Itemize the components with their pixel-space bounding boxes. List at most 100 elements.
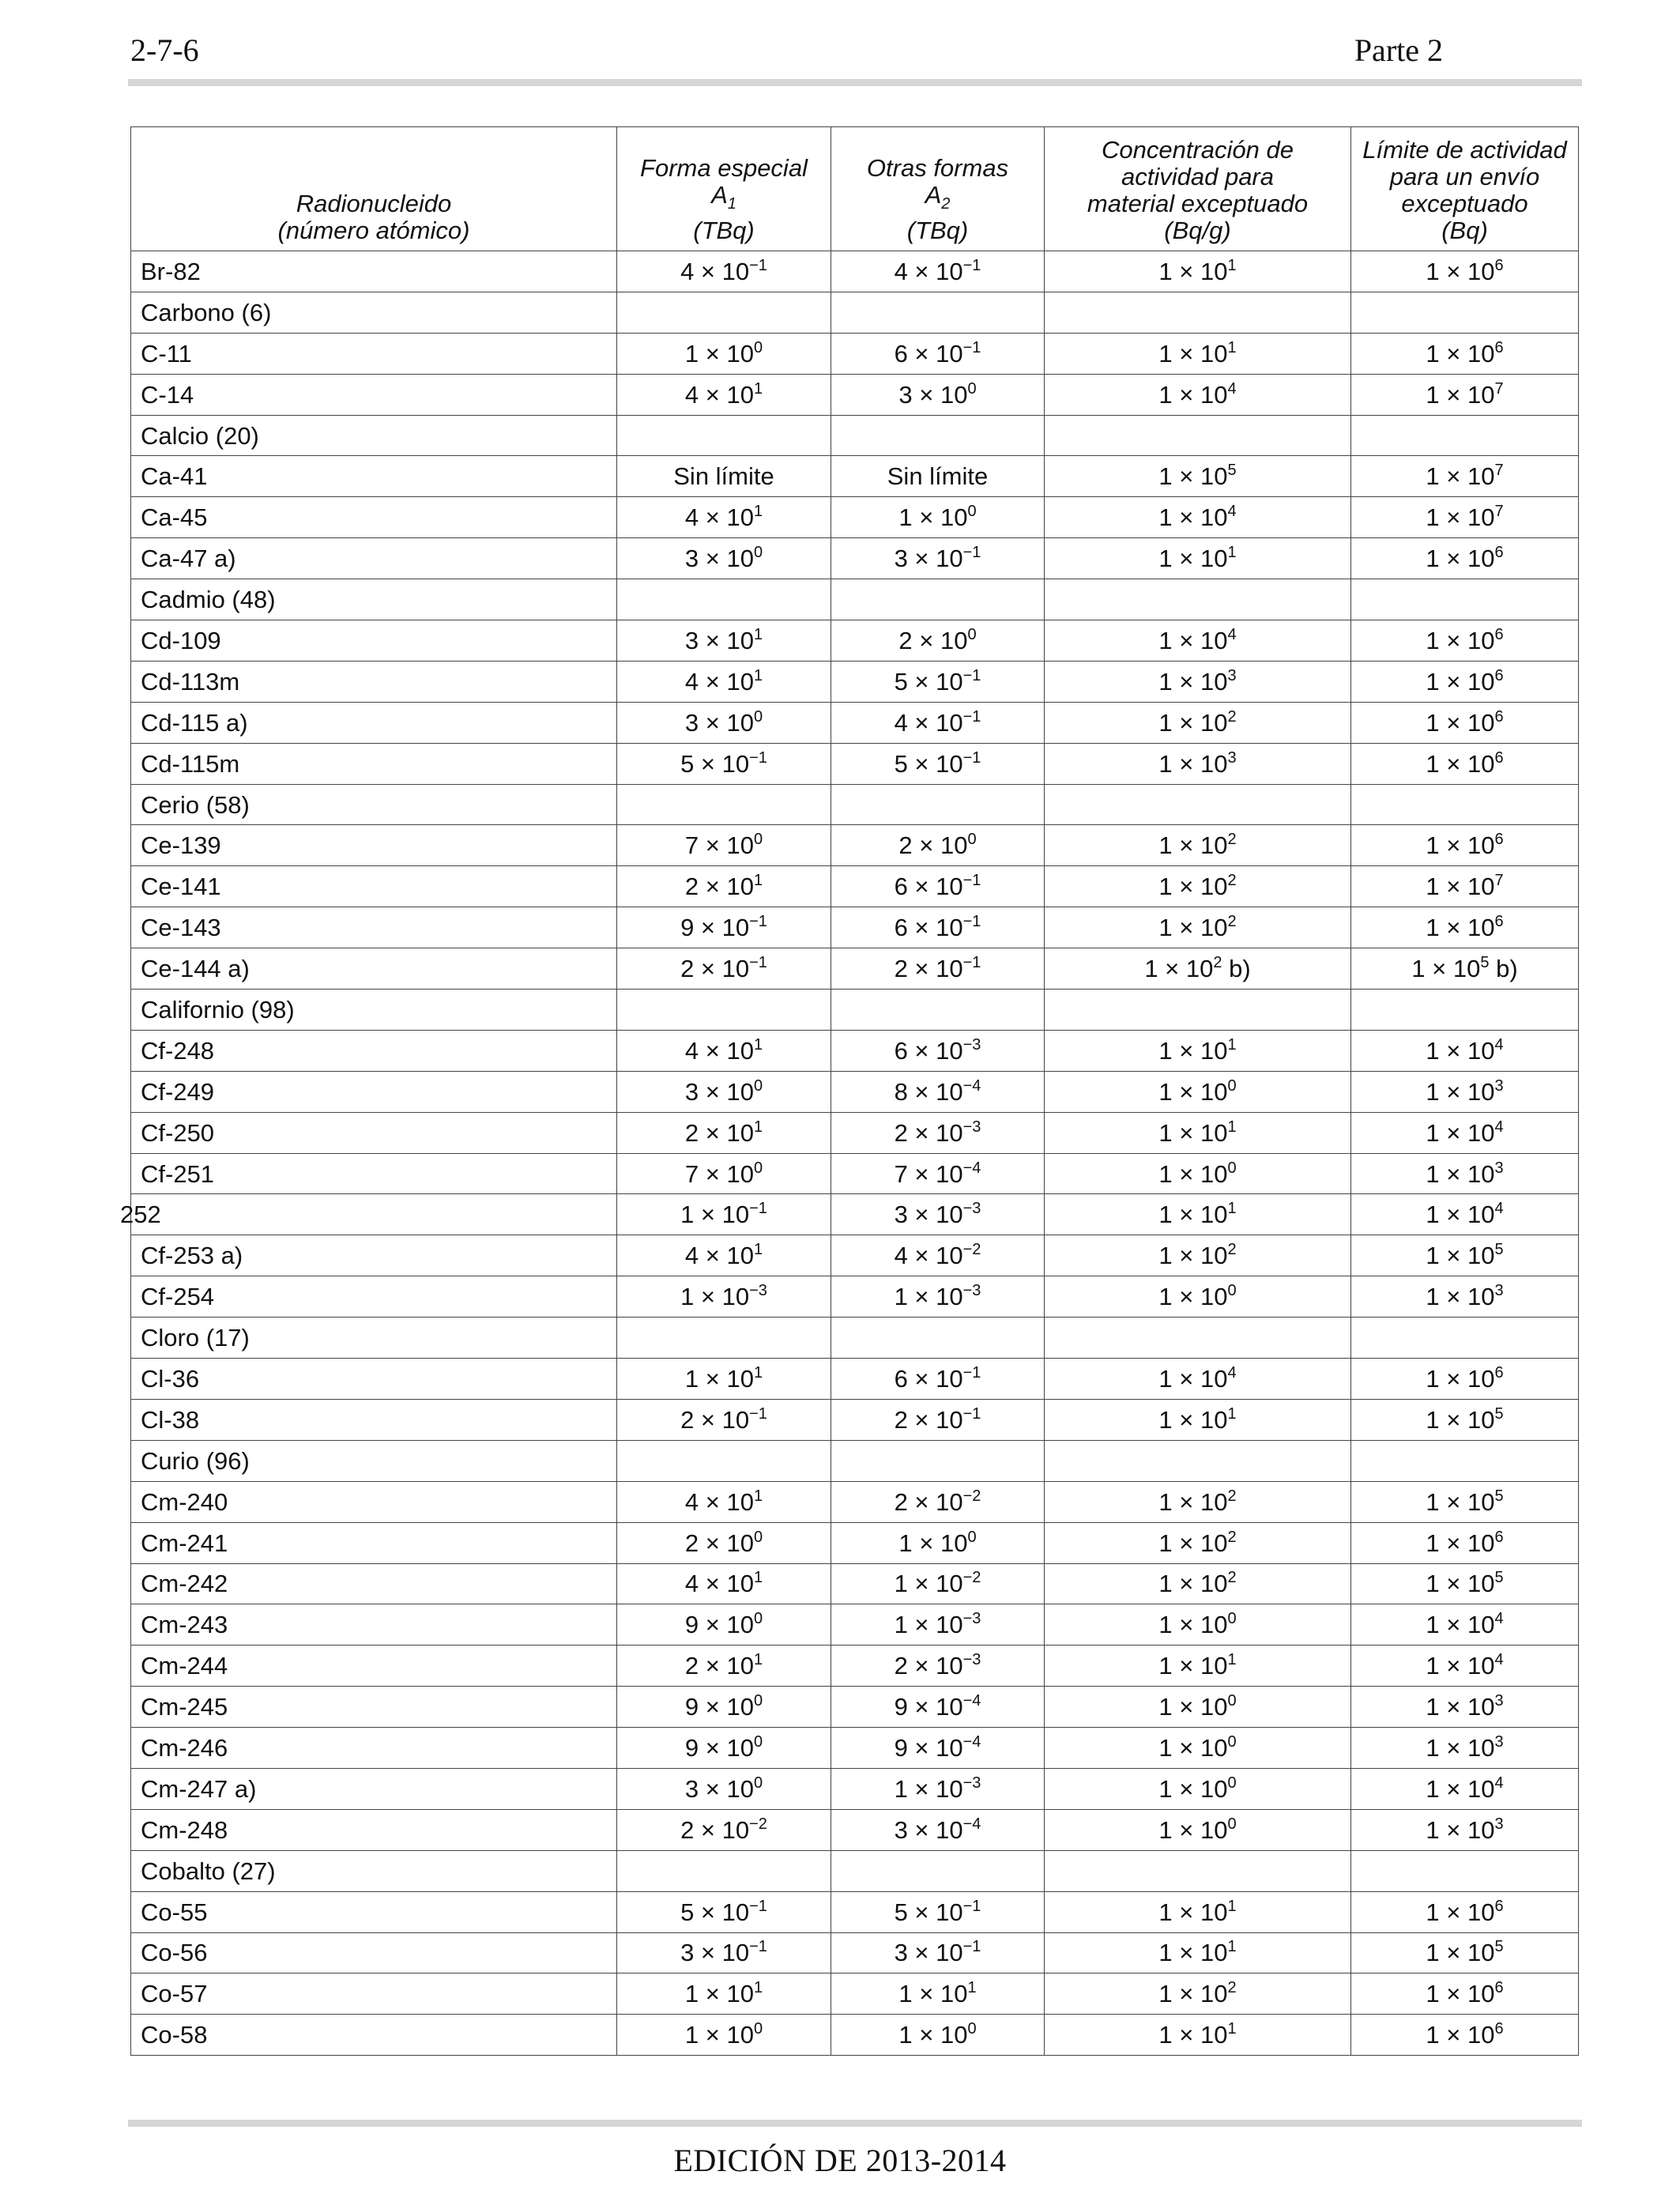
- activity-concentration-cell: 1 × 104: [1044, 1358, 1351, 1400]
- radionuclide-cell: Ca-47 a): [130, 537, 617, 580]
- radionuclide-cell: Cm-243: [130, 1604, 617, 1646]
- activity-concentration-cell: [1044, 1439, 1351, 1482]
- radionuclide-cell: Cf-250: [130, 1111, 617, 1154]
- other-forms-a2-cell: 2 × 10−3: [831, 1111, 1045, 1154]
- activity-concentration-cell: 1 × 101: [1044, 1111, 1351, 1154]
- special-form-a1-cell: 4 × 10−1: [616, 251, 831, 292]
- activity-concentration-cell: 1 × 102: [1044, 907, 1351, 949]
- special-form-a1-cell: 1 × 100: [616, 2014, 831, 2056]
- other-forms-a2-cell: 3 × 10−3: [831, 1193, 1045, 1236]
- table-row: Ce-143 9 × 10−1 6 × 10−1 1 × 102 1 × 106: [130, 907, 1579, 949]
- special-form-a1-cell: 3 × 101: [616, 620, 831, 662]
- activity-concentration-cell: 1 × 101: [1044, 1891, 1351, 1933]
- table-row: Br-82 4 × 10−1 4 × 10−1 1 × 101 1 × 106: [130, 251, 1579, 292]
- activity-concentration-cell: 1 × 102: [1044, 1235, 1351, 1277]
- special-form-a1-cell: [616, 1317, 831, 1359]
- other-forms-a2-cell: 6 × 10−1: [831, 907, 1045, 949]
- activity-limit-cell: 1 × 105: [1350, 1563, 1579, 1605]
- radionuclide-cell: Cf-254: [130, 1276, 617, 1318]
- table-row: Cf-251 7 × 100 7 × 10−4 1 × 100 1 × 103: [130, 1152, 1579, 1195]
- special-form-a1-cell: 4 × 101: [616, 373, 831, 416]
- table-row: Ca-45 4 × 101 1 × 100 1 × 104 1 × 107: [130, 496, 1579, 539]
- other-forms-a2-cell: 1 × 10−3: [831, 1604, 1045, 1646]
- radionuclide-cell: Ce-144 a): [130, 948, 617, 990]
- table-row: Cm-248 2 × 10−2 3 × 10−4 1 × 100 1 × 103: [130, 1808, 1579, 1851]
- activity-limit-cell: 1 × 104: [1350, 1767, 1579, 1810]
- table-row: Ce-139 7 × 100 2 × 100 1 × 102 1 × 106: [130, 824, 1579, 867]
- activity-concentration-cell: 1 × 101: [1044, 1398, 1351, 1441]
- radionuclide-cell: Co-58: [130, 2014, 617, 2056]
- table-row: Cf-253 a) 4 × 101 4 × 10−2 1 × 102 1 × 105: [130, 1235, 1579, 1277]
- special-form-a1-cell: 9 × 100: [616, 1604, 831, 1646]
- activity-limit-cell: [1350, 783, 1579, 826]
- radionuclide-cell: Cm-241: [130, 1521, 617, 1564]
- activity-concentration-cell: 1 × 101: [1044, 1193, 1351, 1236]
- other-forms-a2-cell: 1 × 100: [831, 2014, 1045, 2056]
- table-row: Cm-246 9 × 100 9 × 10−4 1 × 100 1 × 103: [130, 1727, 1579, 1769]
- other-forms-a2-cell: 5 × 10−1: [831, 660, 1045, 703]
- special-form-a1-cell: 2 × 100: [616, 1521, 831, 1564]
- special-form-a1-cell: Sin límite: [616, 455, 831, 498]
- other-forms-a2-cell: 7 × 10−4: [831, 1152, 1045, 1195]
- activity-concentration-cell: 1 × 101: [1044, 332, 1351, 375]
- activity-concentration-cell: 1 × 102: [1044, 701, 1351, 744]
- special-form-a1-cell: 3 × 100: [616, 537, 831, 580]
- radionuclide-cell: Cm-242: [130, 1563, 617, 1605]
- special-form-a1-cell: 4 × 101: [616, 660, 831, 703]
- a1-label: A1: [711, 180, 736, 213]
- other-forms-a2-cell: 4 × 10−1: [831, 701, 1045, 744]
- special-form-a1-cell: 1 × 10−3: [616, 1276, 831, 1318]
- other-forms-a2-cell: [831, 414, 1045, 457]
- activity-concentration-cell: 1 × 100: [1044, 1727, 1351, 1769]
- activity-limit-cell: 1 × 103: [1350, 1152, 1579, 1195]
- other-forms-a2-cell: 5 × 10−1: [831, 742, 1045, 785]
- special-form-a1-cell: 2 × 101: [616, 1645, 831, 1687]
- special-form-a1-cell: 4 × 101: [616, 1029, 831, 1072]
- special-form-a1-cell: 7 × 100: [616, 1152, 831, 1195]
- other-forms-a2-cell: 9 × 10−4: [831, 1686, 1045, 1728]
- activity-limit-cell: 1 × 106: [1350, 742, 1579, 785]
- radionuclide-cell: Cloro (17): [130, 1317, 617, 1359]
- special-form-a1-cell: [616, 414, 831, 457]
- other-forms-a2-cell: 1 × 10−2: [831, 1563, 1045, 1605]
- radionuclide-cell: C-14: [130, 373, 617, 416]
- table-row: Cm-242 4 × 101 1 × 10−2 1 × 102 1 × 105: [130, 1563, 1579, 1605]
- other-forms-a2-cell: 2 × 10−1: [831, 1398, 1045, 1441]
- special-form-a1-cell: [616, 989, 831, 1031]
- radionuclide-cell: Co-57: [130, 1973, 617, 2015]
- radionuclide-cell: C-11: [130, 332, 617, 375]
- other-forms-a2-cell: 1 × 100: [831, 496, 1045, 539]
- table-row: Calcio (20): [130, 414, 1579, 457]
- radionuclide-cell: Ca-45: [130, 496, 617, 539]
- other-forms-a2-cell: [831, 1849, 1045, 1892]
- special-form-a1-cell: 3 × 100: [616, 1070, 831, 1113]
- table-row: Carbono (6): [130, 291, 1579, 334]
- top-rule: [128, 79, 1582, 86]
- table-row: Cobalto (27): [130, 1849, 1579, 1892]
- activity-limit-cell: 1 × 106: [1350, 701, 1579, 744]
- table-row: Ca-41 Sin límite Sin límite 1 × 105 1 × 107: [130, 455, 1579, 498]
- activity-limit-cell: 1 × 105: [1350, 1398, 1579, 1441]
- radionuclide-cell: Ce-143: [130, 907, 617, 949]
- activity-limit-cell: 1 × 105: [1350, 1480, 1579, 1523]
- radionuclide-cell: Cobalto (27): [130, 1849, 617, 1892]
- activity-concentration-cell: 1 × 102: [1044, 1480, 1351, 1523]
- activity-concentration-cell: 1 × 101: [1044, 2014, 1351, 2056]
- activity-concentration-cell: [1044, 414, 1351, 457]
- activity-concentration-cell: 1 × 101: [1044, 1932, 1351, 1974]
- activity-limit-cell: [1350, 1439, 1579, 1482]
- activity-limit-cell: 1 × 106: [1350, 332, 1579, 375]
- table-row: Cm-244 2 × 101 2 × 10−3 1 × 101 1 × 104: [130, 1645, 1579, 1687]
- table-row: Californio (98): [130, 989, 1579, 1031]
- activity-concentration-cell: 1 × 101: [1044, 1029, 1351, 1072]
- activity-limit-cell: 1 × 105: [1350, 1235, 1579, 1277]
- other-forms-a2-cell: [831, 1317, 1045, 1359]
- a2-label: A2: [925, 180, 951, 213]
- activity-limit-cell: 1 × 104: [1350, 1645, 1579, 1687]
- activity-concentration-cell: [1044, 989, 1351, 1031]
- radionuclide-cell: Cm-248: [130, 1808, 617, 1851]
- activity-limit-cell: 1 × 106: [1350, 824, 1579, 867]
- activity-concentration-cell: 1 × 102: [1044, 824, 1351, 867]
- activity-limit-cell: 1 × 104: [1350, 1029, 1579, 1072]
- activity-limit-cell: 1 × 107: [1350, 496, 1579, 539]
